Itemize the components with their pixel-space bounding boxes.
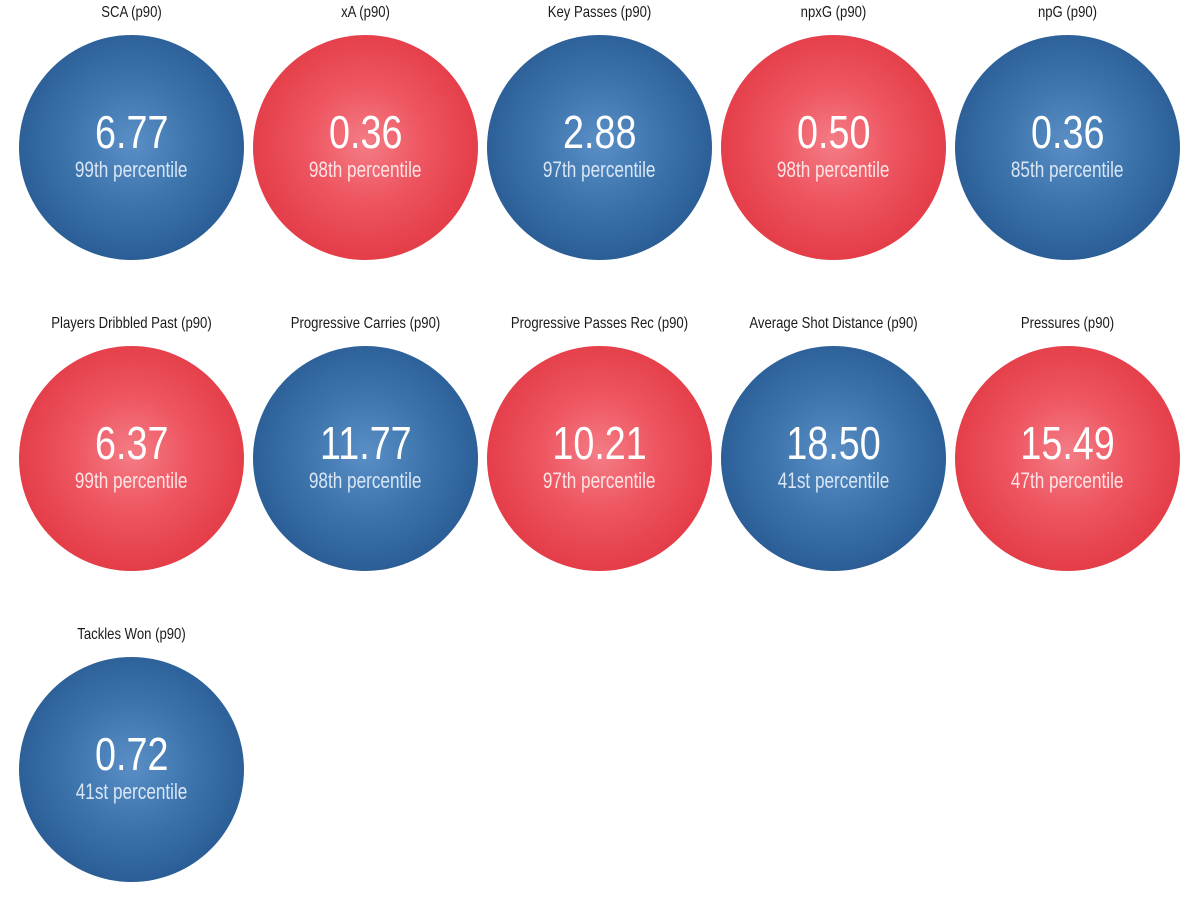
- stat-item: npG (p90) 0.36 85th percentile: [955, 0, 1189, 290]
- stat-percentile: 98th percentile: [777, 156, 890, 182]
- stat-value: 10.21: [552, 416, 647, 469]
- stat-value: 11.77: [319, 416, 412, 469]
- stat-percentile: 98th percentile: [309, 467, 422, 493]
- stat-title: npxG (p90): [800, 4, 867, 21]
- stat-value: 2.88: [562, 105, 637, 158]
- stat-bubble: 18.50 41st percentile: [721, 346, 946, 571]
- stat-percentile: 99th percentile: [75, 156, 188, 182]
- stat-bubble: 2.88 97th percentile: [487, 35, 712, 260]
- stat-percentile: 41st percentile: [75, 778, 188, 804]
- stat-value: 6.77: [94, 105, 169, 158]
- stat-item: Average Shot Distance (p90) 18.50 41st per…: [721, 311, 955, 601]
- stat-percentile: 47th percentile: [1011, 467, 1124, 493]
- stat-value: 18.50: [786, 416, 881, 469]
- stat-title: SCA (p90): [101, 4, 162, 21]
- stat-title: Key Passes (p90): [547, 4, 652, 21]
- stat-bubble: 15.49 47th percentile: [955, 346, 1180, 571]
- stat-item: Pressures (p90) 15.49 47th percentile: [955, 311, 1189, 601]
- stat-percentile: 97th percentile: [543, 156, 656, 182]
- stat-title: Progressive Carries (p90): [290, 315, 441, 332]
- stat-bubble: 0.36 98th percentile: [253, 35, 478, 260]
- stat-bubble: 10.21 97th percentile: [487, 346, 712, 571]
- stat-item: Players Dribbled Past (p90) 6.37 99th perc…: [19, 311, 253, 601]
- stat-bubble: 0.50 98th percentile: [721, 35, 946, 260]
- stat-value: 15.49: [1020, 416, 1115, 469]
- stat-percentile: 85th percentile: [1011, 156, 1124, 182]
- stat-item: SCA (p90) 6.77 99th percentile: [19, 0, 253, 290]
- stat-title: npG (p90): [1037, 4, 1098, 21]
- stat-title: Average Shot Distance (p90): [749, 315, 918, 332]
- stat-title: Pressures (p90): [1020, 315, 1115, 332]
- stat-title: Progressive Passes Rec (p90): [510, 315, 689, 332]
- stat-value: 0.72: [94, 727, 169, 780]
- stat-title: xA (p90): [341, 4, 390, 21]
- stat-bubble: 0.72 41st percentile: [19, 657, 244, 882]
- stat-item: Progressive Carries (p90) 11.77 98th perce…: [253, 311, 487, 601]
- stat-percentile: 97th percentile: [543, 467, 656, 493]
- stat-title: Tackles Won (p90): [77, 626, 186, 643]
- stat-value: 0.50: [796, 105, 871, 158]
- stat-percentile: 98th percentile: [309, 156, 422, 182]
- stat-item: xA (p90) 0.36 98th percentile: [253, 0, 487, 290]
- stat-bubble: 6.37 99th percentile: [19, 346, 244, 571]
- stat-value: 0.36: [1030, 105, 1105, 158]
- stat-percentile: 41st percentile: [777, 467, 890, 493]
- stat-item: Tackles Won (p90) 0.72 41st percentile: [19, 622, 253, 912]
- stat-item: npxG (p90) 0.50 98th percentile: [721, 0, 955, 290]
- stat-value: 0.36: [328, 105, 403, 158]
- stat-bubble: 11.77 98th percentile: [253, 346, 478, 571]
- stat-bubble: 6.77 99th percentile: [19, 35, 244, 260]
- stat-item: Progressive Passes Rec (p90) 10.21 97th pe…: [487, 311, 721, 601]
- stat-title: Players Dribbled Past (p90): [51, 315, 212, 332]
- stat-bubble: 0.36 85th percentile: [955, 35, 1180, 260]
- stat-value: 6.37: [94, 416, 169, 469]
- stat-item: Key Passes (p90) 2.88 97th percentile: [487, 0, 721, 290]
- stat-percentile: 99th percentile: [75, 467, 188, 493]
